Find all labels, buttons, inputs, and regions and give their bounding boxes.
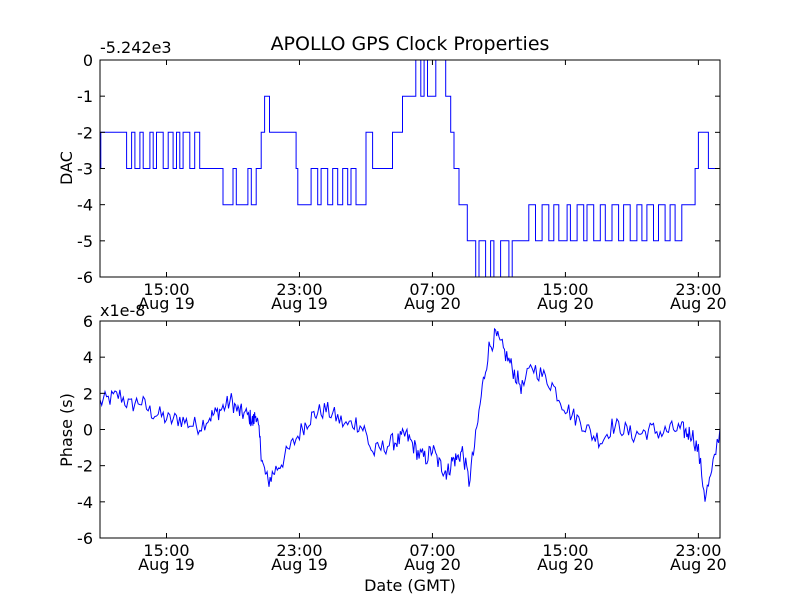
phase-x-tick-date-label: Aug 19	[138, 555, 195, 574]
phase-plot-frame	[99, 320, 721, 539]
dac-y-tick-label: -1	[77, 87, 93, 106]
dac-y-tick-label: -5	[77, 232, 93, 251]
dac-x-tick-date-label: Aug 20	[537, 294, 594, 313]
phase-y-axis-label: Phase (s)	[57, 393, 76, 467]
dac-y-tick-label: -2	[77, 123, 93, 142]
phase-x-tick-time-label: 15:00	[143, 541, 189, 560]
phase-series-layer	[99, 327, 721, 502]
dac-x-tick-time-label: 15:00	[143, 280, 189, 299]
dac-x-tick-time-label: 07:00	[409, 280, 455, 299]
phase-offset-text: x1e-8	[100, 301, 145, 320]
phase-y-tick-label: -4	[77, 493, 93, 512]
phase-x-tick-time-label: 23:00	[276, 541, 322, 560]
dac-plot-frame	[99, 59, 721, 278]
phase-panel: x1e-8 Phase (s) Date (GMT) 6 4 2 0 -2 -4 -6 15:…	[57, 301, 727, 595]
dac-x-tick-time-label: 23:00	[276, 280, 322, 299]
phase-x-tick-date-label: Aug 20	[537, 555, 594, 574]
chart-title: APOLLO GPS Clock Properties	[271, 33, 550, 55]
dac-y-tick-label: 0	[83, 51, 93, 70]
dac-x-tick-date-label: Aug 19	[271, 294, 328, 313]
dac-y-tick-label: -3	[77, 160, 93, 179]
phase-x-tick-date-label: Aug 20	[670, 555, 727, 574]
phase-y-tick-label: 0	[83, 421, 93, 440]
dac-panel: APOLLO GPS Clock Properties -5.242e3 DAC…	[57, 33, 727, 313]
dac-y-tick-label: -6	[77, 268, 93, 287]
phase-y-tick-label: -6	[77, 529, 93, 548]
phase-x-tick-time-label: 15:00	[542, 541, 588, 560]
phase-x-tick-time-label: 23:00	[675, 541, 721, 560]
phase-y-tick-label: 2	[83, 384, 93, 403]
phase-y-tick-label: 6	[83, 312, 93, 331]
dac-offset-text: -5.242e3	[100, 38, 172, 57]
dac-y-axis-label: DAC	[57, 151, 76, 185]
phase-y-tick-label: -2	[77, 457, 93, 476]
dac-y-tick-label: -4	[77, 196, 93, 215]
dac-x-tick-date-label: Aug 20	[404, 294, 461, 313]
dac-x-tick-time-label: 23:00	[675, 280, 721, 299]
x-axis-label: Date (GMT)	[364, 576, 456, 595]
dac-x-tick-date-label: Aug 19	[138, 294, 195, 313]
dac-x-tick-time-label: 15:00	[542, 280, 588, 299]
dac-x-tick-date-label: Aug 20	[670, 294, 727, 313]
phase-series-line	[99, 327, 721, 502]
dac-series-line	[100, 59, 721, 278]
phase-x-tick-time-label: 07:00	[409, 541, 455, 560]
phase-y-tick-label: 4	[83, 348, 93, 367]
phase-x-tick-date-label: Aug 20	[404, 555, 461, 574]
dac-series-layer	[100, 59, 721, 278]
phase-x-tick-date-label: Aug 19	[271, 555, 328, 574]
